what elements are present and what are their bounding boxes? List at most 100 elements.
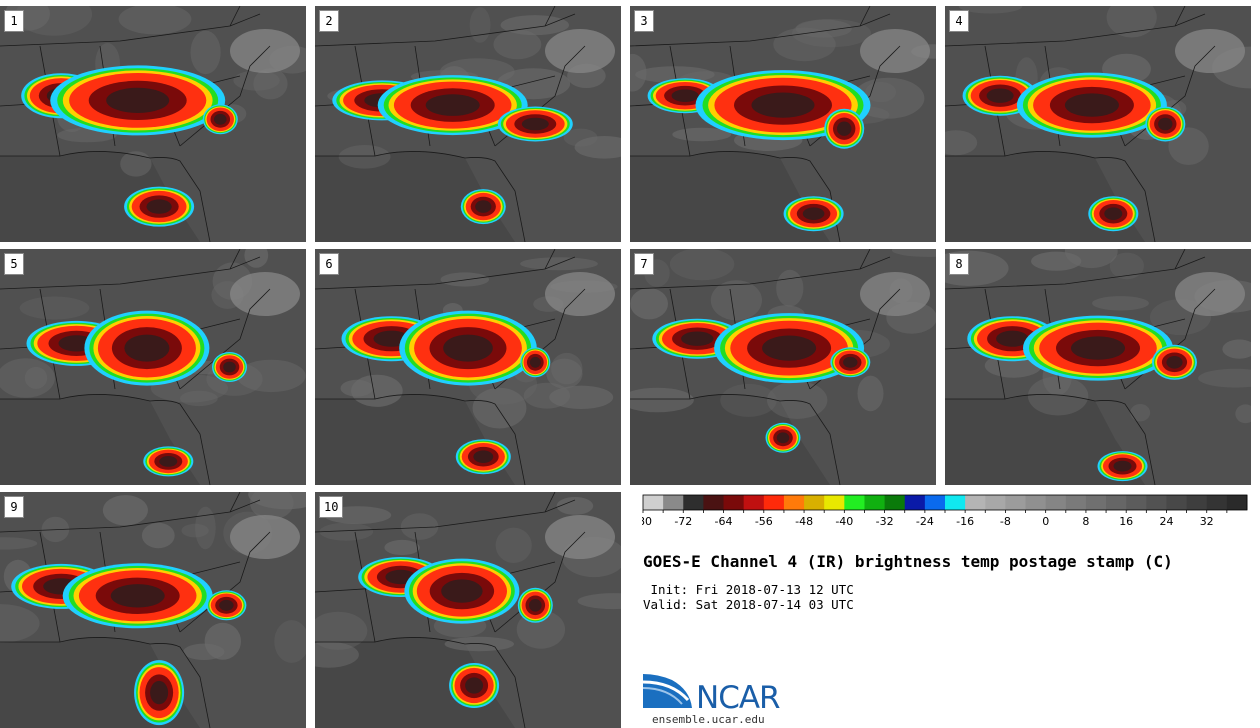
panel-number-label: 1 [4,10,24,32]
forecast-panel-6: 6 [315,249,621,485]
colorbar-swatch [1206,495,1228,510]
convective-storm [529,356,541,368]
colorbar-swatch [985,495,1006,510]
colorbar-swatch [643,495,664,510]
colorbar-swatch [1186,495,1208,510]
figure-title: GOES-E Channel 4 (IR) brightness temp po… [643,552,1173,571]
convective-storm [223,361,236,373]
convective-storm [124,334,170,362]
ir-satellite-map [630,6,936,242]
colorbar-tick-label: -56 [755,515,773,528]
panel-number-label: 7 [634,253,654,275]
panel-number-label: 10 [319,496,344,518]
convective-storm [159,456,178,467]
colorbar-tick-label: -40 [835,515,853,528]
forecast-panel-1: 1 [0,6,306,242]
convective-storm [473,450,494,463]
convective-storm [214,113,227,125]
colorbar-swatch [763,495,785,510]
ir-satellite-map [945,249,1251,485]
colorbar-tick-label: 16 [1119,515,1133,528]
convective-storm [1166,356,1183,369]
panel-number-label: 2 [319,10,339,32]
colorbar-tick-label: 24 [1160,515,1174,528]
colorbar-swatch [683,495,704,510]
convective-storm [681,331,714,346]
panel-number-label: 4 [949,10,969,32]
colorbar-swatch [1166,495,1188,510]
convective-storm [751,92,815,118]
ir-satellite-map [630,249,936,485]
colorbar-tick-label: -8 [1000,515,1011,528]
convective-storm [996,330,1029,347]
valid-time: Valid: Sat 2018-07-14 03 UTC [643,597,854,612]
ir-satellite-map [315,6,621,242]
forecast-panel-7: 7 [630,249,936,485]
ncar-logo-text: NCAR [696,680,781,716]
colorbar-tick-label: -16 [956,515,974,528]
convective-storm [106,87,170,113]
convective-storm [110,584,165,608]
forecast-panel-4: 4 [945,6,1251,242]
convective-storm [1113,460,1132,472]
colorbar-swatch [743,495,765,510]
convective-storm [425,94,480,116]
forecast-panel-2: 2 [315,6,621,242]
panel-number-label: 5 [4,253,24,275]
convective-storm [762,335,817,361]
colorbar-swatch [723,495,745,510]
colorbar-swatch [824,495,845,510]
forecast-panel-3: 3 [630,6,936,242]
convective-storm [1071,336,1125,360]
colorbar-swatch [1226,495,1248,510]
colorbar-tick-label: 32 [1200,515,1214,528]
colorbar-swatch [924,495,946,510]
convective-storm [776,432,790,444]
convective-storm [1158,117,1173,131]
forecast-panel-9: 9 [0,492,306,728]
colorbar-swatch [844,495,865,510]
colorbar-swatch [1146,495,1167,510]
convective-storm [443,334,493,362]
convective-storm [843,356,858,368]
colorbar-swatch [1106,495,1127,510]
colorbar-swatch [945,495,966,510]
colorbar-tick-label: -80 [642,515,652,528]
panel-number-label: 3 [634,10,654,32]
convective-storm [146,199,172,214]
colorbar-tick-label: 0 [1042,515,1049,528]
ir-satellite-map [315,492,621,728]
colorbar-tick-label: 8 [1082,515,1089,528]
ir-satellite-map [0,492,306,728]
convective-storm [837,121,852,136]
convective-storm [150,680,169,705]
convective-storm [529,599,542,612]
colorbar-tick-label: -72 [674,515,692,528]
colorbar-swatch [1045,495,1067,510]
colorbar-swatch [1005,495,1027,510]
panel-number-label: 6 [319,253,339,275]
colorbar-swatch [1085,495,1107,510]
colorbar-tick-label: -24 [916,515,934,528]
colorbar-swatch [783,495,805,510]
convective-storm [671,89,699,102]
colorbar-swatch [663,495,684,510]
colorbar-swatch [1025,495,1047,510]
convective-storm [1064,93,1119,117]
source-url[interactable]: ensemble.ucar.edu [652,713,765,726]
convective-storm [802,207,825,220]
ir-satellite-map [315,249,621,485]
colorbar-swatch [804,495,825,510]
convective-storm [475,200,492,213]
convective-storm [986,88,1014,103]
convective-storm [441,579,483,603]
colorbar-tick-label: -64 [715,515,733,528]
ir-satellite-map [945,6,1251,242]
convective-storm [1104,207,1123,220]
colorbar-swatch [1065,495,1087,510]
colorbar-tick-label: -32 [876,515,894,528]
forecast-panel-8: 8 [945,249,1251,485]
colorbar-swatch [703,495,725,510]
colorbar-tick-label: -48 [795,515,813,528]
